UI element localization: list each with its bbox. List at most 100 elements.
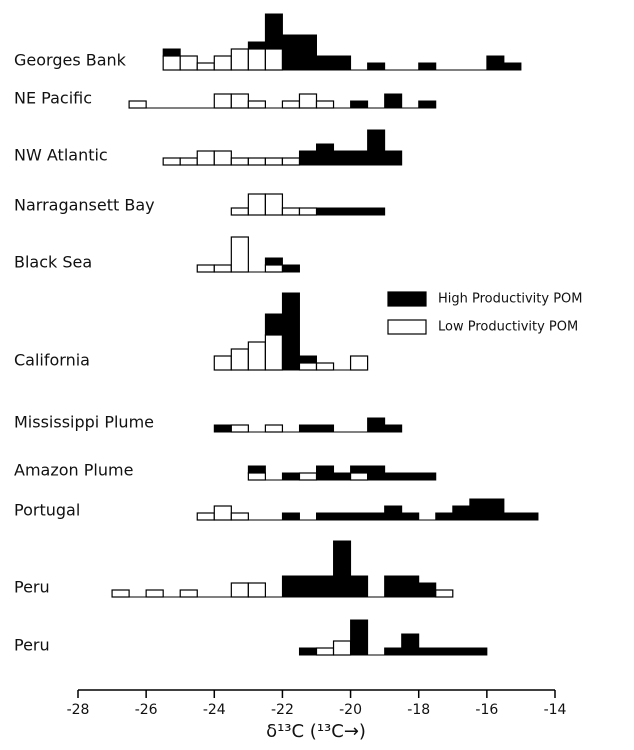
high-bar bbox=[350, 575, 369, 598]
high-bar bbox=[367, 62, 386, 71]
high-bar bbox=[316, 465, 335, 481]
low-bar bbox=[230, 512, 249, 521]
low-bar bbox=[162, 55, 181, 71]
high-bar bbox=[333, 512, 352, 521]
high-bar bbox=[247, 465, 266, 474]
low-bar bbox=[315, 362, 335, 371]
low-bar bbox=[230, 424, 249, 433]
high-bar bbox=[298, 150, 318, 166]
high-bar bbox=[367, 512, 386, 521]
high-bar bbox=[367, 129, 386, 166]
panel-label: NW Atlantic bbox=[14, 146, 108, 165]
high-bar bbox=[503, 512, 522, 521]
legend-swatch bbox=[387, 319, 427, 335]
low-bar bbox=[213, 264, 232, 273]
high-bar bbox=[213, 424, 232, 433]
high-bar bbox=[401, 472, 420, 481]
high-bar bbox=[435, 647, 454, 656]
high-bar bbox=[401, 575, 420, 598]
high-bar bbox=[316, 512, 335, 521]
panel-label: Peru bbox=[14, 578, 50, 597]
low-bar bbox=[281, 157, 301, 166]
high-bar bbox=[298, 355, 318, 364]
low-bar bbox=[179, 589, 198, 598]
high-bar bbox=[384, 150, 403, 166]
high-bar bbox=[281, 264, 300, 273]
low-bar bbox=[230, 48, 249, 71]
low-bar bbox=[247, 193, 266, 216]
high-bar bbox=[486, 498, 505, 521]
panel-label: Portugal bbox=[14, 501, 80, 520]
high-bar bbox=[367, 207, 386, 216]
high-bar bbox=[452, 505, 471, 521]
high-bar bbox=[384, 424, 403, 433]
high-bar bbox=[247, 41, 266, 50]
low-bar bbox=[179, 157, 198, 166]
high-bar bbox=[418, 582, 437, 598]
high-bar bbox=[384, 93, 403, 109]
high-bar bbox=[316, 207, 335, 216]
low-bar bbox=[213, 355, 232, 371]
low-bar bbox=[281, 100, 301, 109]
high-bar bbox=[264, 13, 283, 50]
low-bar bbox=[315, 647, 335, 656]
high-bar bbox=[452, 647, 471, 656]
high-bar bbox=[418, 647, 437, 656]
high-bar bbox=[281, 575, 300, 598]
high-bar bbox=[435, 512, 454, 521]
panel-label: Amazon Plume bbox=[14, 461, 133, 480]
low-bar bbox=[196, 150, 215, 166]
high-bar bbox=[350, 465, 369, 474]
panel-label: California bbox=[14, 351, 90, 370]
low-bar bbox=[196, 512, 215, 521]
high-bar bbox=[384, 472, 403, 481]
high-bar bbox=[333, 55, 352, 71]
high-bar bbox=[333, 150, 352, 166]
high-bar bbox=[350, 619, 369, 656]
x-tick-label: -16 bbox=[475, 702, 498, 718]
legend-label: High Productivity POM bbox=[438, 292, 583, 307]
low-bar bbox=[162, 157, 181, 166]
x-tick-label: -18 bbox=[407, 702, 430, 718]
high-bar bbox=[298, 424, 318, 433]
x-tick-label: -22 bbox=[271, 702, 294, 718]
high-bar bbox=[418, 100, 437, 109]
legend-swatch bbox=[387, 291, 427, 307]
high-bar bbox=[401, 633, 420, 656]
x-tick-label: -14 bbox=[544, 702, 567, 718]
panel-label: Georges Bank bbox=[14, 51, 127, 70]
low-bar bbox=[230, 348, 249, 371]
low-bar bbox=[213, 93, 232, 109]
high-bar bbox=[367, 465, 386, 481]
low-bar bbox=[196, 264, 215, 273]
low-bar bbox=[264, 48, 284, 71]
x-axis-label: δ¹³C (¹³C→) bbox=[266, 721, 366, 742]
high-bar bbox=[384, 505, 403, 521]
high-bar bbox=[316, 55, 335, 71]
low-bar bbox=[247, 157, 266, 166]
legend-label: Low Productivity POM bbox=[438, 320, 578, 335]
low-bar bbox=[213, 55, 232, 71]
high-bar bbox=[350, 100, 369, 109]
high-bar bbox=[418, 472, 437, 481]
high-bar bbox=[316, 575, 335, 598]
low-bar bbox=[213, 505, 232, 521]
low-bar bbox=[230, 157, 249, 166]
low-bar bbox=[247, 100, 266, 109]
low-bar bbox=[179, 55, 198, 71]
high-bar bbox=[418, 62, 437, 71]
high-bar bbox=[264, 313, 283, 336]
panel-label: Mississippi Plume bbox=[14, 413, 154, 432]
high-bar bbox=[350, 512, 369, 521]
low-bar bbox=[264, 157, 284, 166]
high-bar bbox=[469, 498, 488, 521]
low-bar bbox=[196, 62, 215, 71]
low-bar bbox=[298, 207, 318, 216]
low-bar bbox=[315, 100, 335, 109]
high-bar bbox=[162, 48, 181, 57]
high-bar bbox=[298, 647, 318, 656]
high-bar bbox=[350, 150, 369, 166]
low-bar bbox=[213, 150, 232, 166]
low-bar bbox=[145, 589, 164, 598]
